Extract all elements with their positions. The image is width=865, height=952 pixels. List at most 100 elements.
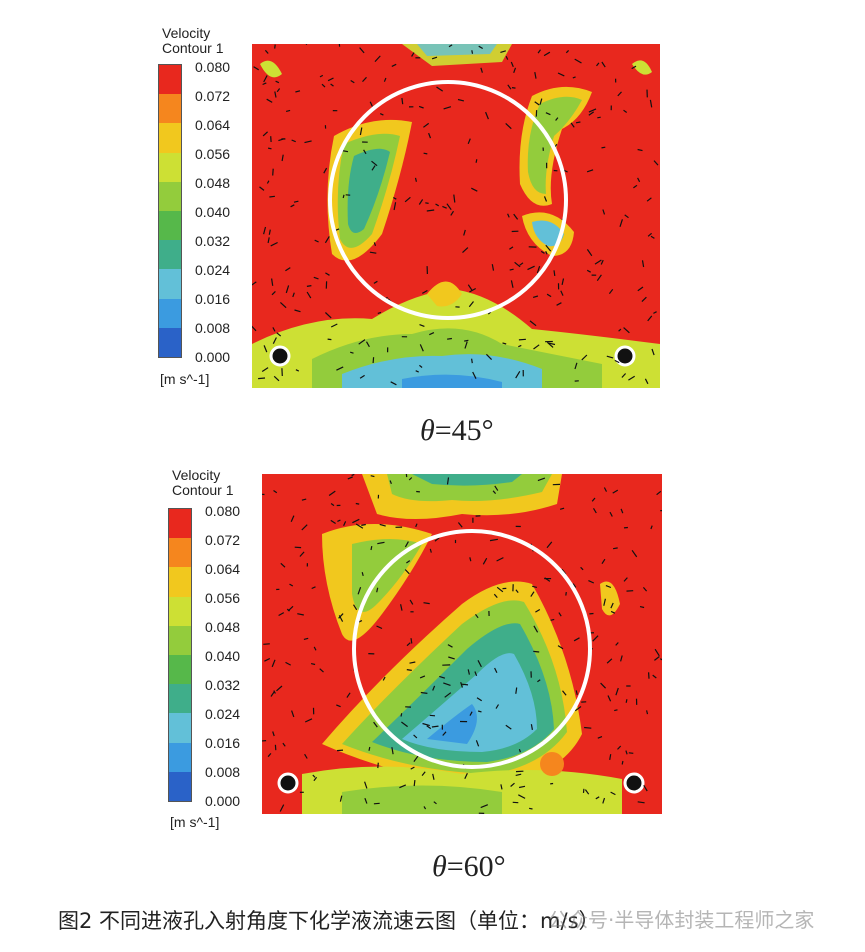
velocity-vector <box>509 268 514 271</box>
velocity-vector <box>319 74 324 78</box>
velocity-vector <box>372 357 375 364</box>
legend-unit: [m s^-1] <box>160 371 210 387</box>
legend-colorbar <box>168 508 192 802</box>
velocity-vector <box>293 200 299 203</box>
velocity-vector <box>637 177 641 183</box>
contour-panel-60: Velocity Contour 1 0.080 0.072 0.064 0.0… <box>0 462 865 892</box>
velocity-vector <box>457 98 465 102</box>
velocity-vector <box>647 232 652 237</box>
velocity-vector <box>276 88 281 93</box>
velocity-vector <box>376 625 383 630</box>
velocity-vector <box>276 332 282 337</box>
velocity-vector <box>377 762 379 769</box>
contour-panel-45: Velocity Contour 1 0.080 0.072 0.064 0.0… <box>0 0 865 460</box>
velocity-vector <box>588 580 595 584</box>
velocity-vector <box>557 72 565 77</box>
velocity-vector <box>406 669 412 671</box>
velocity-vector <box>330 503 335 507</box>
velocity-vector <box>391 747 394 755</box>
velocity-vector <box>625 750 628 755</box>
legend-swatch <box>159 152 181 182</box>
velocity-vector <box>642 587 648 592</box>
legend-swatch <box>159 327 181 358</box>
velocity-vector <box>406 560 411 564</box>
velocity-vector <box>639 606 645 609</box>
velocity-vector <box>584 726 592 729</box>
velocity-vector <box>570 122 575 128</box>
velocity-vector <box>601 558 606 565</box>
velocity-vector <box>471 358 473 364</box>
velocity-vector <box>267 237 270 244</box>
velocity-vector <box>606 658 613 664</box>
legend-swatch <box>169 742 191 772</box>
velocity-vector <box>413 780 416 787</box>
velocity-vector <box>539 98 543 105</box>
velocity-vector <box>269 195 275 198</box>
velocity-vector <box>304 718 313 723</box>
velocity-vector <box>304 140 312 144</box>
legend-tick: 0.000 <box>205 793 241 809</box>
legend-swatch <box>159 94 181 124</box>
velocity-vector <box>264 49 269 54</box>
velocity-vector <box>285 267 291 272</box>
velocity-vector <box>418 105 424 109</box>
velocity-vector <box>278 138 285 142</box>
velocity-vector <box>347 476 353 480</box>
legend-swatch <box>169 509 191 539</box>
velocity-vector <box>467 138 471 145</box>
highlight-circle <box>352 529 592 769</box>
watermark: 公众号·半导体封装工程师之家 <box>548 908 815 932</box>
velocity-vector <box>565 49 570 54</box>
legend-swatch <box>159 65 181 95</box>
velocity-vector <box>324 312 332 319</box>
velocity-vector <box>433 801 437 805</box>
velocity-vector <box>305 44 308 45</box>
velocity-vector <box>537 477 546 482</box>
velocity-vector <box>469 287 476 293</box>
velocity-vector <box>573 637 580 642</box>
velocity-vector <box>553 270 556 276</box>
velocity-vector <box>637 148 643 152</box>
velocity-vector <box>650 235 655 239</box>
velocity-vector <box>461 683 469 686</box>
angle-label-45: θ=45° <box>420 414 494 447</box>
velocity-vector <box>435 203 439 207</box>
velocity-vector <box>518 749 521 753</box>
velocity-vector <box>464 341 468 349</box>
figure-caption: 图2 不同进液孔入射角度下化学液流速云图（单位：m/s） <box>58 909 600 933</box>
legend-swatch <box>159 240 181 270</box>
velocity-vector <box>401 97 404 105</box>
velocity-vector <box>436 86 444 92</box>
velocity-vector <box>415 523 418 528</box>
velocity-vector <box>301 524 308 531</box>
velocity-vector <box>426 725 432 730</box>
velocity-vector <box>597 116 601 119</box>
velocity-vector <box>505 122 512 130</box>
velocity-vector <box>330 83 334 87</box>
velocity-vector <box>418 199 424 205</box>
velocity-vector <box>601 146 606 149</box>
velocity-vector <box>357 587 362 595</box>
velocity-vector <box>624 214 629 219</box>
velocity-vector <box>653 311 657 314</box>
velocity-vector <box>442 205 447 209</box>
velocity-vector <box>518 344 522 348</box>
velocity-vector <box>365 341 370 348</box>
velocity-vector <box>361 572 364 577</box>
velocity-vector <box>313 646 317 651</box>
velocity-vector <box>263 643 270 645</box>
velocity-vector <box>467 669 470 675</box>
velocity-vector <box>434 537 440 542</box>
legend-tick: 0.064 <box>205 561 241 577</box>
angle-label-60: θ=60° <box>432 850 506 883</box>
velocity-vector <box>615 687 619 696</box>
velocity-vector <box>487 311 492 315</box>
velocity-vector <box>262 740 267 742</box>
velocity-vector <box>264 657 271 662</box>
velocity-vector <box>275 80 280 84</box>
highlight-circle <box>328 80 568 320</box>
velocity-vector <box>620 508 624 514</box>
velocity-vector <box>533 650 540 653</box>
velocity-vector <box>592 635 599 642</box>
legend-tick: 0.032 <box>205 677 241 693</box>
